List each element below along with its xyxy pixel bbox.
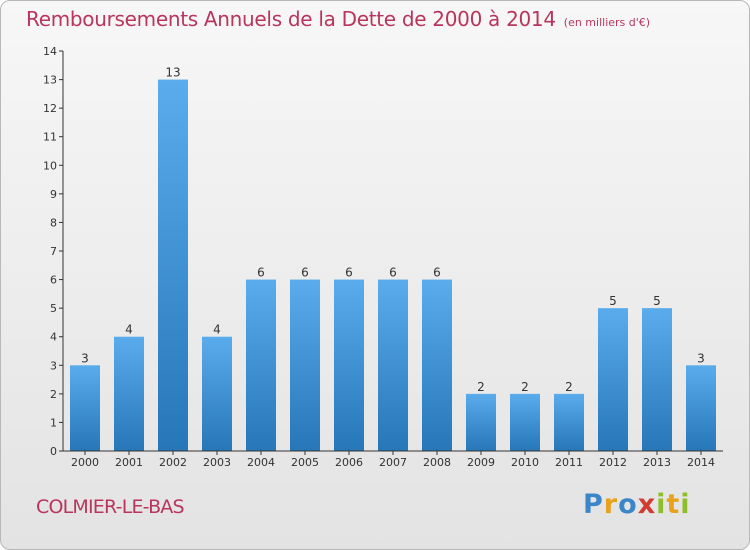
x-tick-label: 2000 (71, 456, 99, 469)
y-tick-label: 13 (43, 74, 57, 87)
bars-group (70, 79, 716, 452)
data-label: 2 (477, 380, 485, 394)
y-tick-label: 4 (50, 331, 57, 344)
bar (642, 308, 672, 451)
data-label: 4 (125, 323, 133, 337)
y-tick-label: 12 (43, 102, 57, 115)
data-label: 13 (165, 66, 180, 80)
x-tick-label: 2012 (599, 456, 627, 469)
bar (466, 393, 496, 451)
x-tick-label: 2008 (423, 456, 451, 469)
data-label: 5 (609, 294, 617, 308)
chart-subtitle: (en milliers d'€) (563, 16, 651, 29)
x-tick-label: 2013 (643, 456, 671, 469)
x-tick-label: 2002 (159, 456, 187, 469)
proxiti-logo: Proxiti (583, 489, 691, 520)
bar (114, 336, 144, 451)
bar (510, 393, 540, 451)
data-label: 4 (213, 323, 221, 337)
logo-letter: o (618, 489, 638, 520)
y-tick-label: 11 (43, 131, 57, 144)
x-tick-label: 2014 (687, 456, 715, 469)
data-label: 3 (81, 351, 89, 365)
y-tick-label: 8 (50, 216, 57, 229)
commune-name: COLMIER-LE-BAS (36, 496, 185, 518)
x-tick-label: 2001 (115, 456, 143, 469)
bar (554, 393, 584, 451)
logo-letter: x (637, 489, 657, 520)
x-tick-label: 2005 (291, 456, 319, 469)
bar (158, 79, 188, 452)
x-tick-label: 2009 (467, 456, 495, 469)
data-label: 3 (697, 351, 705, 365)
logo-letter: t (666, 489, 681, 520)
data-label: 2 (521, 380, 529, 394)
y-tick-label: 3 (50, 359, 57, 372)
bar (334, 279, 364, 451)
data-label: 2 (565, 380, 573, 394)
x-tick-label: 2003 (203, 456, 231, 469)
logo-letter: i (680, 489, 691, 520)
data-label: 6 (345, 266, 353, 280)
bar (598, 308, 628, 451)
y-tick-label: 9 (50, 188, 57, 201)
data-label: 5 (653, 294, 661, 308)
bar (70, 365, 100, 451)
y-tick-label: 6 (50, 274, 57, 287)
y-tick-label: 1 (50, 416, 57, 429)
bar (290, 279, 320, 451)
x-tick-label: 2011 (555, 456, 583, 469)
chart-title: Remboursements Annuels de la Dette de 20… (26, 7, 650, 31)
bar (246, 279, 276, 451)
y-tick-label: 14 (43, 45, 57, 58)
y-tick-label: 5 (50, 302, 57, 315)
x-tick-label: 2004 (247, 456, 275, 469)
bar (422, 279, 452, 451)
x-tick-label: 2006 (335, 456, 363, 469)
data-label: 6 (433, 266, 441, 280)
labels-group: 3 2000 4 2001 13 2002 4 2003 6 2004 6 2005 6 2006 6 200… (71, 66, 715, 469)
y-tick-label: 7 (50, 245, 57, 258)
logo-letter: i (656, 489, 667, 520)
y-tick-label: 2 (50, 388, 57, 401)
logo-letter: r (603, 489, 619, 520)
data-label: 6 (257, 266, 265, 280)
logo-letter: P (583, 489, 604, 520)
chart-title-text: Remboursements Annuels de la Dette de 20… (26, 7, 556, 31)
bar (686, 365, 716, 451)
x-tick-label: 2007 (379, 456, 407, 469)
y-tick-label: 0 (50, 445, 57, 458)
data-label: 6 (389, 266, 397, 280)
bar (378, 279, 408, 451)
bar (202, 336, 232, 451)
y-tick-label: 10 (43, 159, 57, 172)
data-label: 6 (301, 266, 309, 280)
x-tick-label: 2010 (511, 456, 539, 469)
